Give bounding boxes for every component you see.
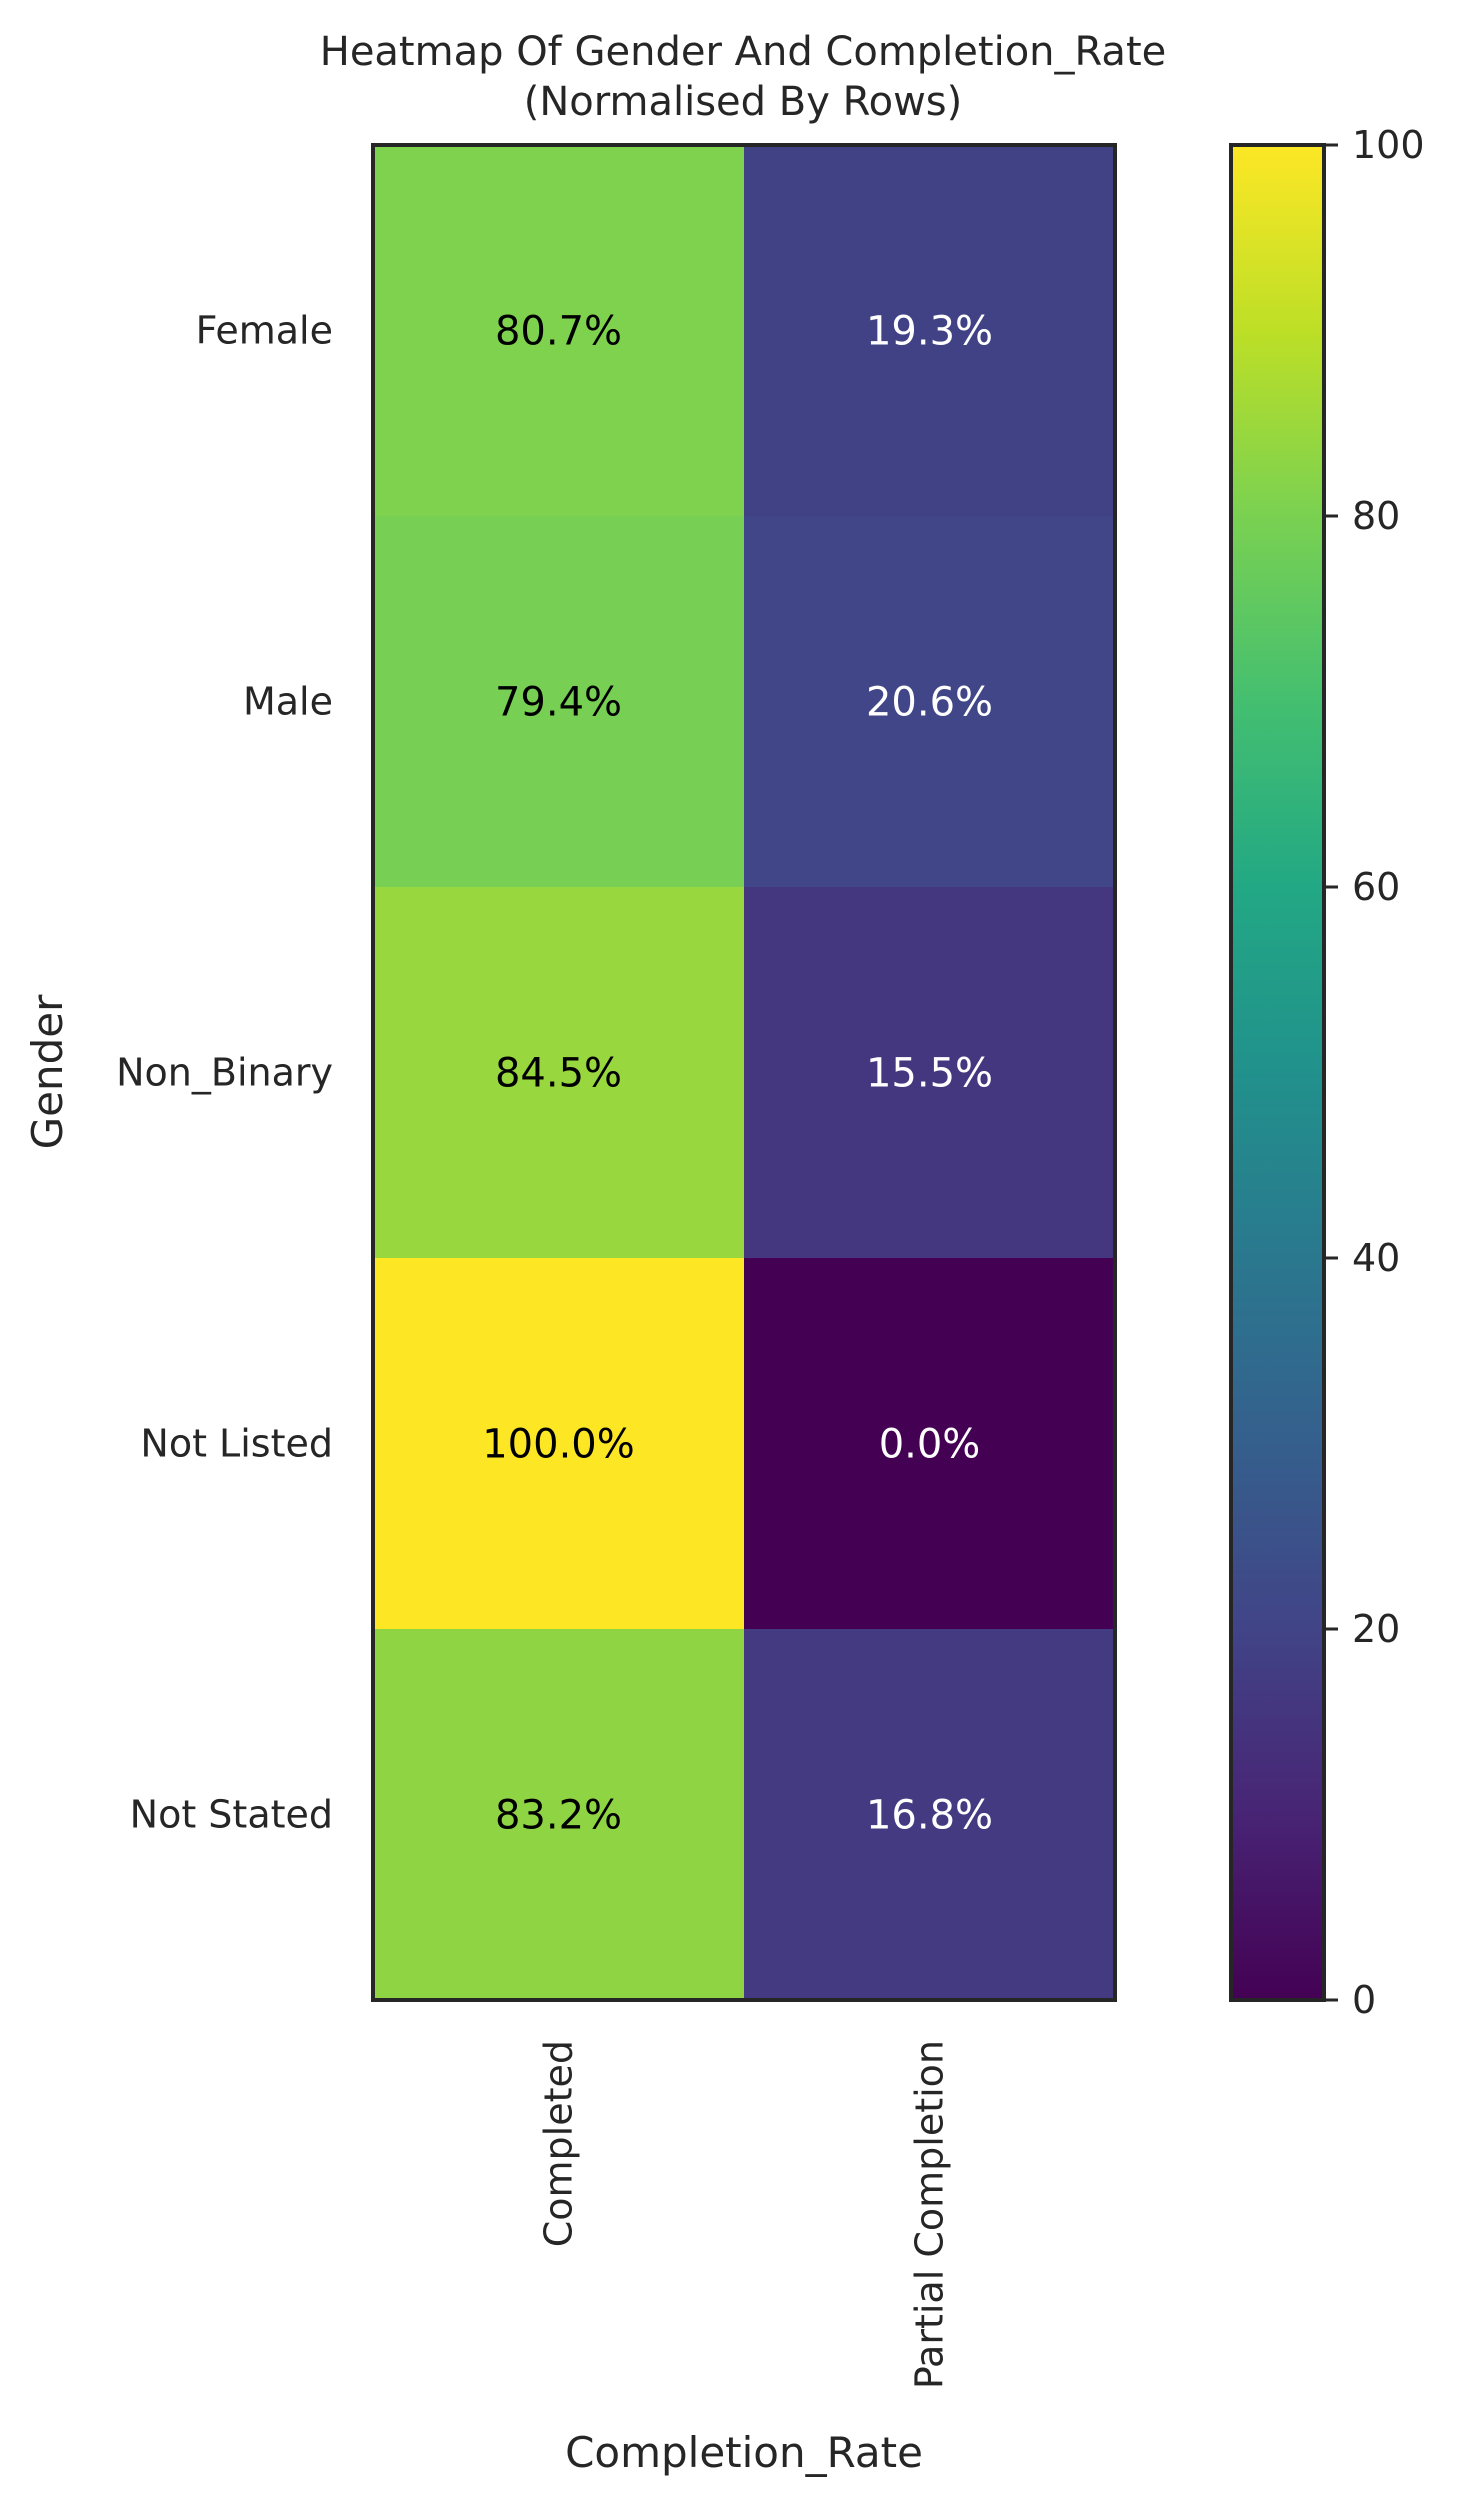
heatmap-cell [373, 145, 745, 517]
cell-value-label: 19.3% [866, 309, 993, 355]
y-tick-label: Not Listed [140, 1422, 333, 1466]
cell-value-label: 83.2% [495, 1793, 622, 1839]
colorbar-tick-label: 20 [1352, 1607, 1400, 1651]
y-tick-label: Not Stated [130, 1793, 333, 1837]
y-tick-label: Male [243, 680, 333, 724]
heatmap-cell [373, 887, 745, 1259]
cell-value-label: 0.0% [879, 1422, 981, 1468]
y-tick-label: Female [196, 309, 333, 353]
heatmap-cell [373, 516, 745, 888]
heatmap-cell [373, 1258, 745, 1630]
colorbar-tick-label: 40 [1352, 1236, 1400, 1280]
y-tick-labels: Female Male Non_Binary Not Listed Not Stated [116, 309, 333, 1837]
cell-value-label: 16.8% [866, 1793, 993, 1839]
y-tick-label: Non_Binary [116, 1051, 333, 1095]
chart-title: Heatmap Of Gender And Completion_Rate [320, 29, 1167, 75]
heatmap-cell [744, 516, 1116, 888]
colorbar-tick-label: 0 [1352, 1978, 1376, 2022]
cell-value-label: 20.6% [866, 680, 993, 726]
heatmap-cell [744, 1629, 1116, 2001]
colorbar-tick-label: 60 [1352, 865, 1400, 909]
colorbar [1229, 143, 1326, 2002]
heatmap-cells [373, 145, 1116, 2001]
cell-value-label: 84.5% [495, 1051, 622, 1097]
cell-value-label: 80.7% [495, 309, 622, 355]
chart-subtitle: (Normalised By Rows) [524, 79, 962, 125]
plot-frame [371, 143, 1117, 2002]
x-tick-label: Partial Completion [908, 2040, 952, 2389]
x-axis-label: Completion_Rate [565, 2428, 923, 2477]
colorbar-tick-label: 80 [1352, 494, 1400, 538]
colorbar-tick-label: 100 [1352, 123, 1425, 167]
heatmap-cell [744, 145, 1116, 517]
y-axis-label: Gender [23, 994, 72, 1150]
x-tick-labels: Completed Partial Completion [537, 2040, 952, 2389]
cell-value-label: 79.4% [495, 680, 622, 726]
heatmap-cell [744, 1258, 1116, 1630]
colorbar-ticks: 0 20 40 60 80 100 [1324, 123, 1425, 2022]
heatmap-cell [744, 887, 1116, 1259]
cell-value-label: 100.0% [482, 1422, 635, 1468]
x-tick-label: Completed [537, 2040, 581, 2247]
cell-value-label: 15.5% [866, 1051, 993, 1097]
heatmap-cell-labels: 80.7% 19.3% 79.4% 20.6% 84.5% 15.5% 100.0% 0.0%… [482, 309, 993, 1839]
heatmap-cell [373, 1629, 745, 2001]
